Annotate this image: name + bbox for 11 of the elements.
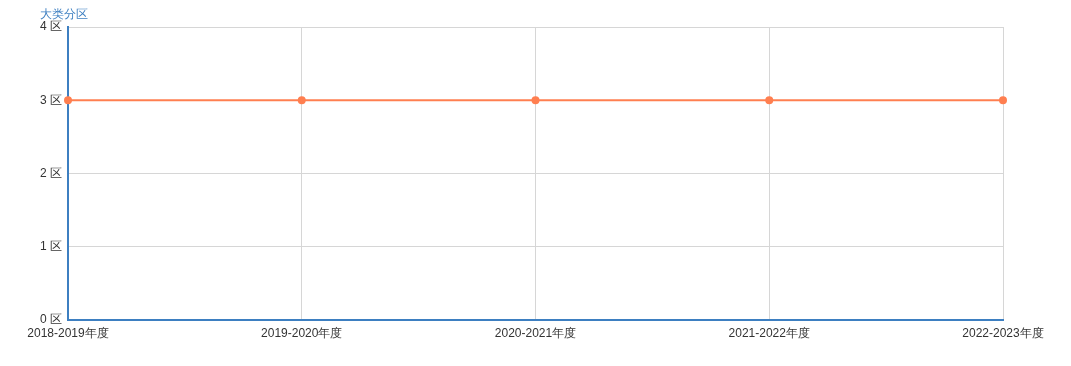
x-tick-label: 2018-2019年度 [27, 325, 109, 340]
y-tick-label: 4 区 [39, 19, 62, 34]
x-tick-label: 2020-2021年度 [494, 325, 577, 340]
x-tick-label: 2019-2020年度 [261, 325, 343, 340]
y-tick-label: 3 区 [39, 92, 62, 107]
y-axis-title: 大类分区 [40, 6, 88, 21]
y-tick-label: 0 区 [39, 312, 62, 327]
x-tick-label: 2022-2023年度 [962, 325, 1044, 340]
x-tick-label: 2021-2022年度 [728, 325, 810, 340]
y-tick-label: 2 区 [39, 165, 62, 180]
y-tick-label: 1 区 [39, 239, 62, 254]
